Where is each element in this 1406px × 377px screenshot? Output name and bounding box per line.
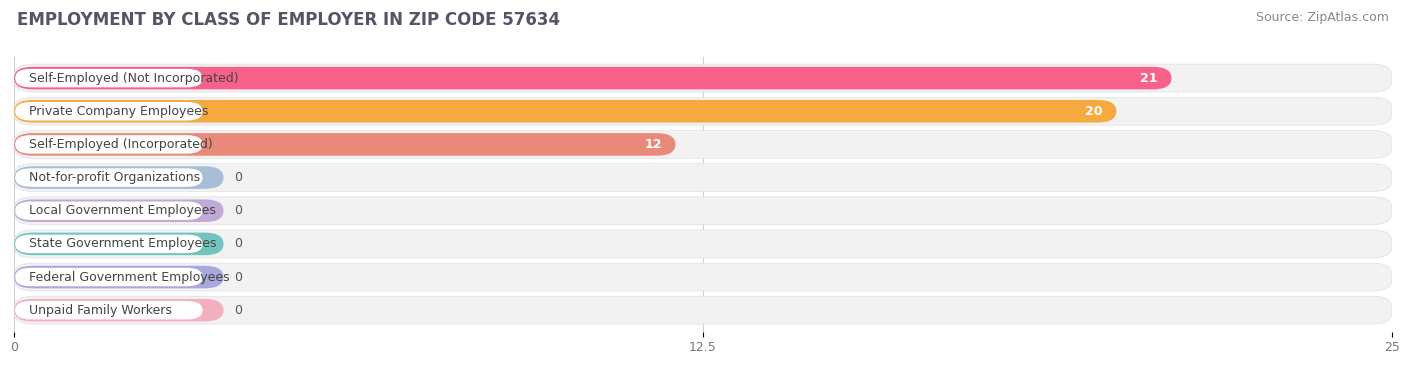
Text: Source: ZipAtlas.com: Source: ZipAtlas.com — [1256, 11, 1389, 24]
FancyBboxPatch shape — [14, 130, 1392, 158]
Text: Self-Employed (Not Incorporated): Self-Employed (Not Incorporated) — [30, 72, 239, 84]
Text: 12: 12 — [644, 138, 662, 151]
Text: Federal Government Employees: Federal Government Employees — [30, 271, 231, 284]
FancyBboxPatch shape — [14, 199, 224, 222]
FancyBboxPatch shape — [14, 64, 1392, 92]
FancyBboxPatch shape — [14, 263, 1392, 291]
FancyBboxPatch shape — [14, 166, 224, 189]
FancyBboxPatch shape — [14, 197, 1392, 225]
Text: Private Company Employees: Private Company Employees — [30, 105, 209, 118]
FancyBboxPatch shape — [15, 102, 202, 121]
FancyBboxPatch shape — [14, 299, 224, 322]
Text: Self-Employed (Incorporated): Self-Employed (Incorporated) — [30, 138, 214, 151]
FancyBboxPatch shape — [14, 97, 1392, 125]
FancyBboxPatch shape — [15, 69, 202, 87]
FancyBboxPatch shape — [15, 201, 202, 220]
FancyBboxPatch shape — [14, 296, 1392, 324]
FancyBboxPatch shape — [14, 133, 675, 156]
FancyBboxPatch shape — [15, 135, 202, 154]
Text: 0: 0 — [235, 204, 242, 217]
Text: 0: 0 — [235, 304, 242, 317]
FancyBboxPatch shape — [15, 234, 202, 253]
Text: 0: 0 — [235, 271, 242, 284]
Text: 20: 20 — [1085, 105, 1102, 118]
FancyBboxPatch shape — [14, 164, 1392, 192]
Text: 0: 0 — [235, 238, 242, 250]
FancyBboxPatch shape — [15, 169, 202, 187]
Text: 21: 21 — [1140, 72, 1157, 84]
Text: State Government Employees: State Government Employees — [30, 238, 217, 250]
FancyBboxPatch shape — [15, 301, 202, 319]
Text: Local Government Employees: Local Government Employees — [30, 204, 217, 217]
Text: EMPLOYMENT BY CLASS OF EMPLOYER IN ZIP CODE 57634: EMPLOYMENT BY CLASS OF EMPLOYER IN ZIP C… — [17, 11, 560, 29]
Text: Not-for-profit Organizations: Not-for-profit Organizations — [30, 171, 201, 184]
Text: Unpaid Family Workers: Unpaid Family Workers — [30, 304, 173, 317]
FancyBboxPatch shape — [15, 268, 202, 286]
FancyBboxPatch shape — [14, 67, 1171, 89]
FancyBboxPatch shape — [14, 230, 1392, 258]
FancyBboxPatch shape — [14, 266, 224, 288]
FancyBboxPatch shape — [14, 100, 1116, 123]
FancyBboxPatch shape — [14, 233, 224, 255]
Text: 0: 0 — [235, 171, 242, 184]
